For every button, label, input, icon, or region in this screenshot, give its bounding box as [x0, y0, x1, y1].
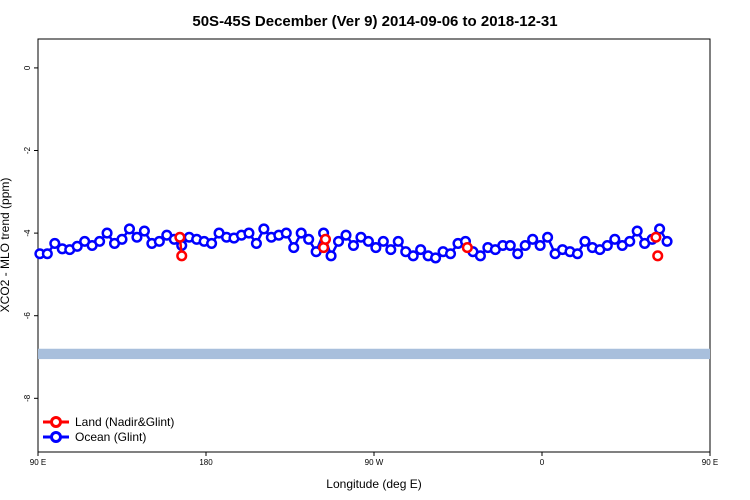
- legend-ocean-label: Ocean (Glint): [75, 430, 146, 444]
- series-ocean-point: [631, 225, 643, 237]
- series-ocean-point: [303, 233, 315, 245]
- series-land-point: [650, 231, 662, 243]
- chart-title: 50S-45S December (Ver 9) 2014-09-06 to 2…: [192, 13, 557, 30]
- series-ocean-point: [474, 250, 486, 262]
- series-ocean-point: [131, 231, 143, 243]
- series-ocean-point: [661, 235, 673, 247]
- series-ocean-point: [258, 223, 270, 235]
- y-tick-label: -6: [23, 312, 32, 320]
- series-ocean-point: [116, 233, 128, 245]
- series-ocean-point: [571, 248, 584, 260]
- series-ocean-point: [325, 250, 337, 262]
- series-ocean-point: [280, 227, 292, 239]
- series-ocean-point: [250, 237, 262, 249]
- series-land: [174, 231, 664, 262]
- series-ocean-point: [243, 227, 255, 239]
- series-land-point: [174, 231, 186, 243]
- legend-land-marker: [50, 416, 62, 428]
- series-ocean-point: [377, 235, 389, 247]
- y-tick-label: -2: [23, 146, 32, 154]
- series-ocean-point: [340, 229, 352, 241]
- series-ocean-point: [295, 227, 307, 239]
- series-land-point: [319, 233, 332, 245]
- land-band: [38, 348, 710, 360]
- series-ocean-point: [385, 244, 397, 256]
- series-ocean-point: [370, 242, 382, 254]
- x-axis-label: Longitude (deg E): [326, 477, 421, 491]
- series-ocean-point: [153, 235, 165, 247]
- y-tick-label: 0: [23, 65, 32, 70]
- series-ocean-point: [444, 248, 457, 260]
- series-ocean-point: [624, 235, 636, 247]
- y-tick-label: -4: [23, 229, 32, 237]
- x-tick-label: 90 E: [702, 458, 718, 467]
- x-tick-label: 90 E: [30, 458, 46, 467]
- series-land-point: [176, 250, 188, 262]
- series-ocean-point: [579, 235, 591, 247]
- series-ocean-point: [49, 237, 61, 249]
- legend: Land (Nadir&Glint) Ocean (Glint): [43, 415, 174, 444]
- series-ocean-point: [609, 233, 621, 245]
- series-ocean-point: [430, 252, 442, 264]
- series-ocean-point: [41, 248, 53, 260]
- series-ocean: [34, 223, 673, 264]
- x-tick-label: 180: [199, 458, 213, 467]
- series-ocean-point: [512, 248, 524, 260]
- series-ocean-point: [542, 231, 554, 243]
- series-ocean-point: [362, 235, 374, 247]
- series-ocean-point: [347, 239, 360, 252]
- series-ocean-point: [392, 235, 404, 247]
- series-ocean-point: [415, 244, 427, 256]
- legend-land-label: Land (Nadir&Glint): [75, 415, 174, 429]
- series-ocean-point: [407, 250, 419, 262]
- x-tick-label: 0: [540, 458, 545, 467]
- series-ocean-point: [138, 225, 150, 237]
- series-ocean-point: [527, 233, 539, 245]
- series-ocean-point: [288, 242, 300, 254]
- y-tick-label: -8: [23, 394, 32, 402]
- series-ocean-point: [504, 239, 516, 252]
- series-ocean-point: [71, 240, 83, 252]
- series-land-point: [461, 242, 473, 254]
- series-ocean-point: [123, 223, 136, 235]
- series-ocean-point: [519, 239, 531, 252]
- y-axis-label: XCO2 - MLO trend (ppm): [0, 178, 12, 313]
- legend-ocean-marker: [50, 431, 62, 443]
- x-tick-label: 90 W: [365, 458, 384, 467]
- series-ocean-point: [601, 239, 613, 252]
- series-ocean-point: [94, 235, 106, 247]
- series-land-point: [652, 250, 664, 262]
- series-ocean-point: [101, 227, 113, 239]
- series-ocean-point: [206, 237, 218, 249]
- series-ocean-point: [534, 239, 546, 252]
- series-ocean-point: [332, 235, 345, 247]
